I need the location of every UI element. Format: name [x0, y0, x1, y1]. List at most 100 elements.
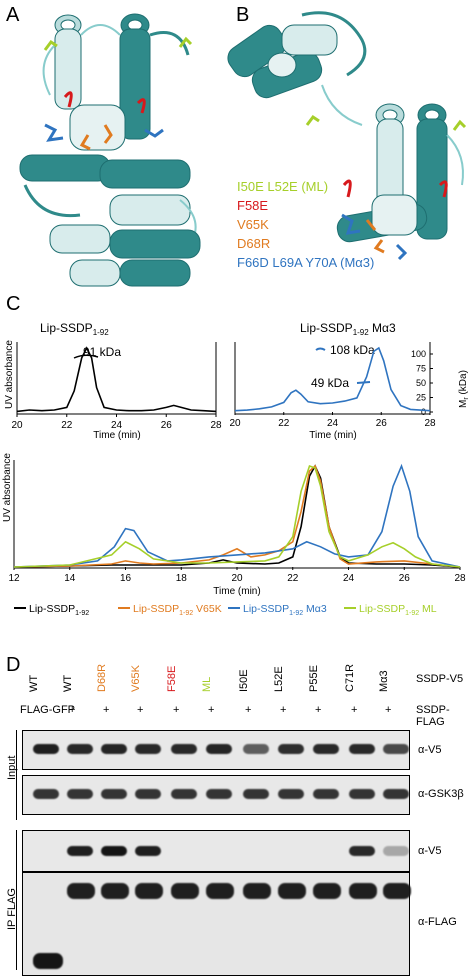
- mutation-legend: I50E L52E (ML) F58E V65K D68R F66D L69A …: [237, 177, 374, 272]
- blot-band: [383, 846, 409, 856]
- blot-band: [67, 846, 93, 856]
- blot-band: [206, 744, 232, 754]
- antibody-v5-ip: α-V5: [418, 845, 442, 857]
- chart3-xtick-label: 28: [454, 573, 466, 584]
- chart3-xtick-label: 16: [120, 573, 132, 584]
- antibody-v5-input: α-V5: [418, 744, 442, 756]
- chart1-ylabel: UV absorbance: [4, 340, 15, 409]
- chart2-y2tick-label: 50: [416, 378, 426, 388]
- chart2-xtick-label: 22: [278, 418, 290, 429]
- chart3-xtick-label: 18: [176, 573, 188, 584]
- chart3-series-0: [13, 464, 461, 568]
- legend-ma3: Lip-SSDP1-92 Mα3: [243, 603, 327, 617]
- blot-band: [101, 883, 129, 899]
- chart3-series-2: [13, 463, 461, 568]
- blot-band: [33, 789, 59, 799]
- lane-label-8: P55E: [308, 665, 320, 692]
- flag-gfp-label: FLAG-GFP: [20, 704, 76, 716]
- blot-band: [349, 789, 375, 799]
- blot-band: [349, 744, 375, 754]
- blot-band: [206, 883, 234, 899]
- lane-label-10: Mα3: [378, 670, 390, 692]
- legend-ml: Lip-SSDP1-92 ML: [359, 603, 437, 617]
- blot-band: [383, 789, 409, 799]
- chart3-xtick-label: 24: [343, 573, 355, 584]
- input-bracket: [16, 730, 17, 820]
- blot-band: [135, 846, 161, 856]
- ssdp-flag-label: SSDP-FLAG: [416, 704, 450, 728]
- blot-band: [171, 744, 197, 754]
- chart1-title: Lip-SSDP1-92: [40, 321, 109, 337]
- blot-ip-flag: [22, 872, 411, 976]
- chart3-xtick-label: 12: [8, 573, 20, 584]
- chart3-series-3: [13, 464, 461, 568]
- ssdp-v5-label: SSDP-V5: [416, 673, 464, 685]
- blot-band: [171, 883, 199, 899]
- plus-mark: +: [315, 704, 322, 716]
- chart2-annotation-49: 49 kDa: [311, 376, 349, 390]
- chart3-ylabel: UV absorbance: [2, 453, 13, 522]
- blot-band: [383, 883, 411, 899]
- lane-label-5: ML: [201, 676, 213, 692]
- blot-band: [349, 846, 375, 856]
- chart3-legend: Lip-SSDP1-92 Lip-SSDP1-92 V65K Lip-SSDP1…: [14, 603, 437, 617]
- plus-mark: +: [103, 704, 110, 716]
- chart3-xtick-label: 14: [64, 573, 76, 584]
- chart2-y2tick-label: 0: [421, 407, 426, 417]
- blot-band: [383, 744, 409, 754]
- blot-band: [135, 789, 161, 799]
- chart2-series-0: [234, 346, 431, 412]
- antibody-gsk3b: α-GSK3β: [418, 788, 464, 800]
- chart1-xtick-label: 24: [111, 420, 123, 431]
- panel-label-d: D: [6, 654, 21, 676]
- chart2-xtick-label: 20: [229, 418, 241, 429]
- chart3-xtick-label: 26: [399, 573, 411, 584]
- legend-lip-ssdp: Lip-SSDP1-92: [29, 603, 89, 617]
- plus-mark: +: [69, 704, 76, 716]
- protein-structure-a: [19, 13, 201, 287]
- blot-band: [33, 953, 63, 969]
- chart2-y2tick-label: 75: [416, 364, 426, 374]
- panel-label-c: C: [6, 293, 21, 315]
- blot-input-gsk3b: [22, 775, 410, 815]
- blot-band: [313, 883, 341, 899]
- lane-label-6: I50E: [238, 669, 250, 692]
- blot-band: [278, 789, 304, 799]
- mutation-f58e: F58E: [237, 198, 269, 213]
- chart1-mass-mark: [73, 354, 99, 359]
- chart2-y2tick-label: 100: [411, 349, 426, 359]
- plus-mark: +: [137, 704, 144, 716]
- plus-mark: +: [351, 704, 358, 716]
- lane-label-0: WT: [28, 674, 40, 692]
- lane-label-4: F58E: [166, 665, 178, 692]
- blot-band: [171, 789, 197, 799]
- blot-band: [67, 789, 93, 799]
- plus-mark: +: [280, 704, 287, 716]
- chart2-ylabel: Mr (kDa): [458, 370, 470, 408]
- chart1-xlabel: Time (min): [93, 430, 140, 441]
- plus-mark: +: [173, 704, 180, 716]
- blot-band: [101, 789, 127, 799]
- blot-band: [67, 744, 93, 754]
- chart2-xtick-label: 28: [424, 418, 436, 429]
- plus-mark: +: [385, 704, 392, 716]
- legend-v65k: Lip-SSDP1-92 V65K: [133, 603, 222, 617]
- blot-band: [313, 789, 339, 799]
- blot-band: [349, 883, 377, 899]
- chart2-xtick-label: 26: [376, 418, 388, 429]
- blot-band: [243, 883, 271, 899]
- lane-label-9: C71R: [344, 663, 356, 692]
- mutation-ma3: F66D L69A Y70A (Mα3): [237, 255, 375, 270]
- chart-overlay: [13, 460, 460, 569]
- blot-band: [243, 789, 269, 799]
- mutation-d68r: D68R: [237, 236, 271, 251]
- chart2-annotation-108: 108 kDa: [330, 343, 375, 357]
- lane-label-1: WT: [62, 674, 74, 692]
- chart2-mass-mark-108: [315, 347, 326, 351]
- mutation-ml: I50E L52E (ML): [237, 179, 329, 194]
- panel-d-blot: WT WT D68R V65K F58E ML I50E L52E P55E C71R Mα3 SS…: [0, 660, 474, 976]
- chart3-series-1: [13, 464, 461, 568]
- chart1-series-0: [16, 346, 217, 413]
- blot-band: [206, 789, 232, 799]
- protein-structure-b: [227, 11, 467, 261]
